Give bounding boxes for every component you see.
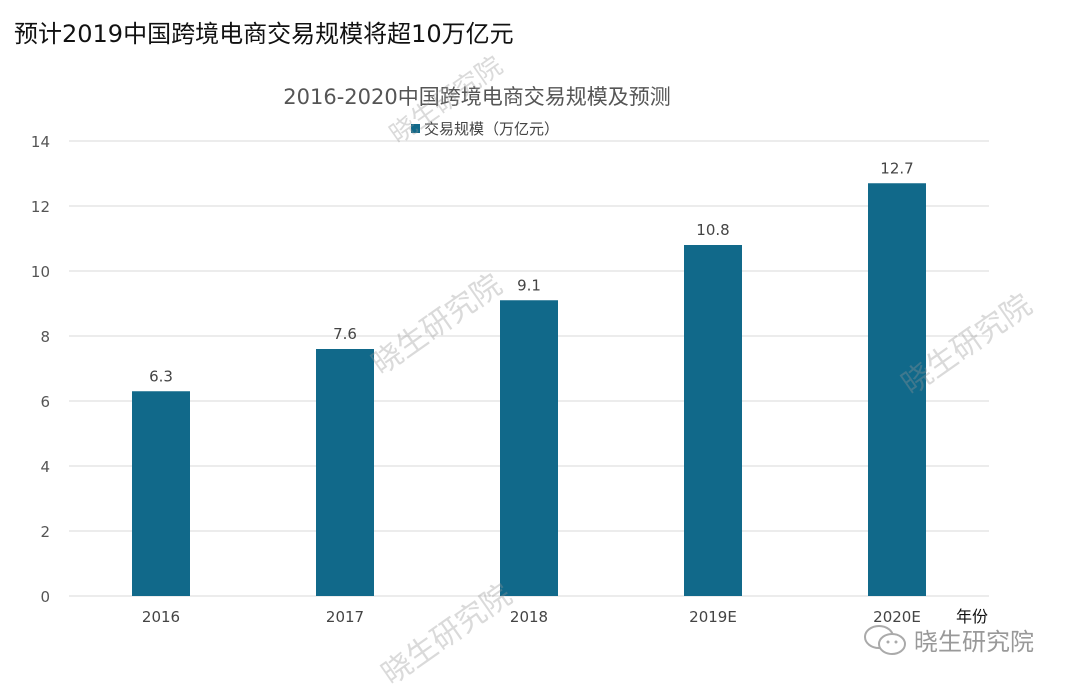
data-label: 12.7: [880, 159, 913, 177]
data-label: 10.8: [696, 221, 729, 239]
x-tick-label: 2020E: [873, 608, 921, 626]
x-axis-label: 年份: [956, 607, 988, 626]
bar: [684, 245, 742, 596]
legend-label: 交易规模（万亿元）: [424, 120, 559, 138]
y-tick-label: 6: [40, 393, 50, 411]
x-tick-label: 2019E: [689, 608, 737, 626]
x-tick-label: 2018: [510, 608, 548, 626]
y-tick-label: 4: [40, 458, 50, 476]
logo: 晓生研究院: [862, 622, 1034, 657]
bar: [868, 183, 926, 596]
y-tick-label: 12: [31, 198, 50, 216]
data-label: 6.3: [149, 367, 173, 385]
bar: [500, 300, 558, 596]
data-label: 7.6: [333, 325, 357, 343]
data-label: 9.1: [517, 276, 541, 294]
legend-swatch: [411, 124, 420, 133]
wechat-icon: [864, 624, 906, 655]
bar: [132, 391, 190, 596]
logo-text: 晓生研究院: [914, 628, 1034, 656]
y-tick-label: 0: [40, 588, 50, 606]
chart-title: 2016-2020中国跨境电商交易规模及预测: [283, 85, 670, 109]
y-tick-label: 2: [40, 523, 50, 541]
y-tick-label: 14: [31, 133, 50, 151]
page-title: 预计2019中国跨境电商交易规模将超10万亿元: [14, 20, 514, 48]
y-tick-label: 10: [31, 263, 50, 281]
x-tick-label: 2017: [326, 608, 364, 626]
x-tick-label: 2016: [142, 608, 180, 626]
y-tick-label: 8: [40, 328, 50, 346]
bar: [316, 349, 374, 596]
